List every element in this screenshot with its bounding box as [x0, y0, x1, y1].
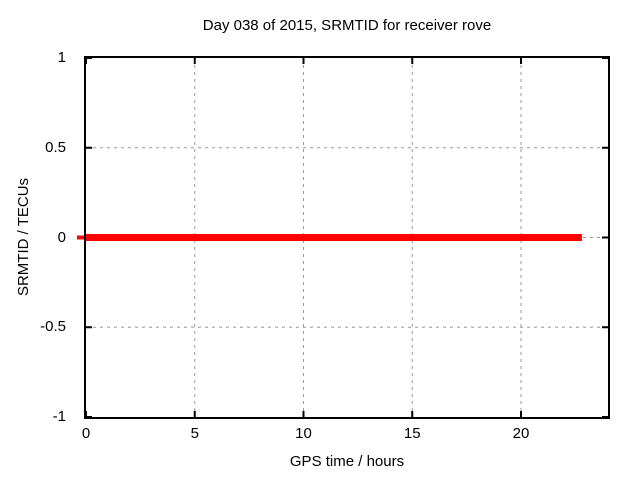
y-tick-label: -0.5	[40, 318, 66, 336]
x-tick-label: 5	[190, 425, 199, 442]
y-tick-label: 0	[57, 228, 66, 246]
y-tick-label: -1	[52, 408, 66, 425]
plot-area	[77, 56, 610, 419]
x-axis-label: GPS time / hours	[289, 453, 405, 470]
y-tick-label: 1	[57, 49, 66, 66]
y-tick-label: 0.5	[45, 138, 66, 156]
x-tick-label: 15	[403, 425, 421, 442]
x-tick-label: 10	[295, 425, 312, 442]
plot-canvas	[77, 57, 608, 418]
x-tick-label: 20	[512, 425, 530, 442]
chart-title: Day 038 of 2015, SRMTID for receiver rov…	[202, 17, 492, 34]
x-tick-label: 0	[81, 425, 91, 442]
